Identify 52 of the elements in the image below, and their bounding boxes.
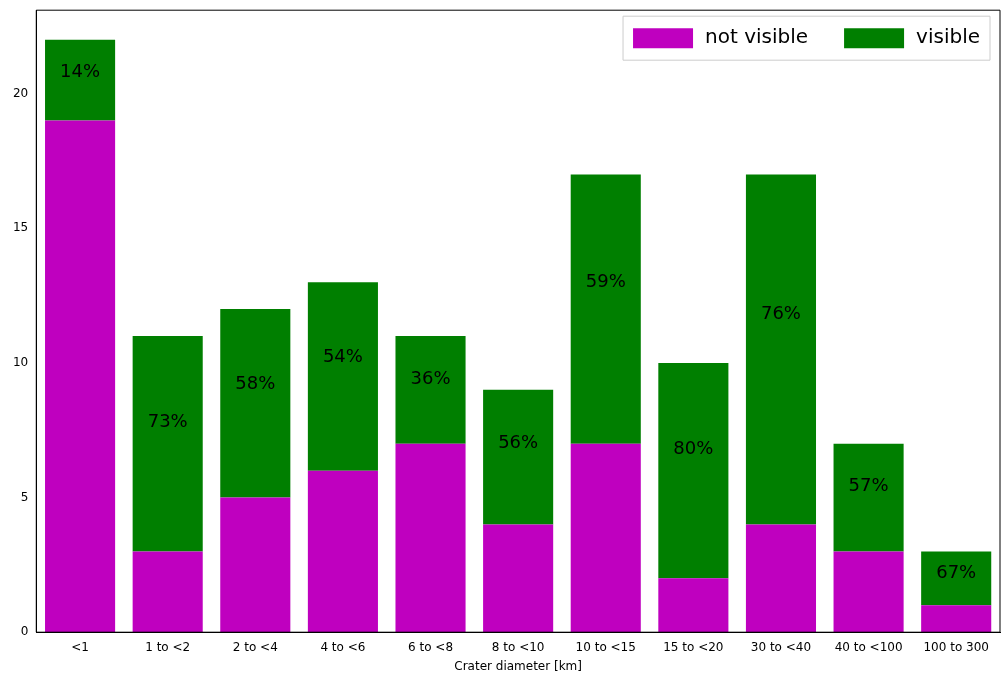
annotation: 58% <box>235 372 276 394</box>
x-tick-label: 4 to <6 <box>320 639 366 654</box>
bar <box>483 389 554 525</box>
bar <box>658 362 729 579</box>
x-tick-label: 1 to <2 <box>145 639 191 654</box>
bar <box>833 551 904 633</box>
bar <box>745 524 817 633</box>
bar <box>307 282 378 471</box>
x-axis-title: Crater diameter [km] <box>454 658 582 673</box>
bar <box>570 443 641 633</box>
bar <box>833 443 904 552</box>
bar <box>132 551 203 633</box>
bar <box>220 309 291 498</box>
x-tick-label: <1 <box>71 639 89 654</box>
x-tick-label: 15 to <20 <box>663 639 724 654</box>
x-tick-label: 8 to <10 <box>491 639 545 654</box>
bar <box>745 174 817 525</box>
bar <box>570 174 641 444</box>
bar <box>45 120 116 633</box>
y-tick-label: 10 <box>12 355 29 370</box>
annotation: 57% <box>848 474 889 496</box>
bar <box>132 336 203 552</box>
x-tick-label: 100 to 300 <box>923 639 989 654</box>
bar <box>483 524 554 633</box>
annotation: 36% <box>410 366 451 388</box>
x-tick-label: 30 to <40 <box>750 639 812 654</box>
bar <box>45 39 116 121</box>
y-tick-label: 0 <box>20 624 29 639</box>
y-tick-label: 5 <box>20 489 29 504</box>
annotation: 76% <box>760 302 801 324</box>
annotation: 67% <box>936 560 977 582</box>
x-tick-label: 40 to <100 <box>834 639 903 654</box>
annotation: 73% <box>147 409 188 431</box>
x-tick-label: 10 to <15 <box>575 639 636 654</box>
legend-label: not visible <box>705 24 809 49</box>
annotation: 54% <box>322 345 363 367</box>
x-tick-label: 2 to <4 <box>232 639 278 654</box>
x-tick-label: 6 to <8 <box>408 639 454 654</box>
annotation: 80% <box>673 436 714 458</box>
bar <box>220 497 291 633</box>
y-tick-label: 15 <box>12 220 29 235</box>
annotation: 56% <box>498 431 539 453</box>
bar <box>658 578 729 633</box>
bar <box>395 336 466 444</box>
bar <box>395 443 466 633</box>
bar <box>921 605 992 633</box>
legend-label: visible <box>916 24 981 49</box>
bar <box>307 470 378 633</box>
bar <box>921 551 992 606</box>
annotation: 59% <box>585 269 626 291</box>
annotation: 14% <box>60 59 101 81</box>
y-tick-label: 20 <box>12 85 29 100</box>
